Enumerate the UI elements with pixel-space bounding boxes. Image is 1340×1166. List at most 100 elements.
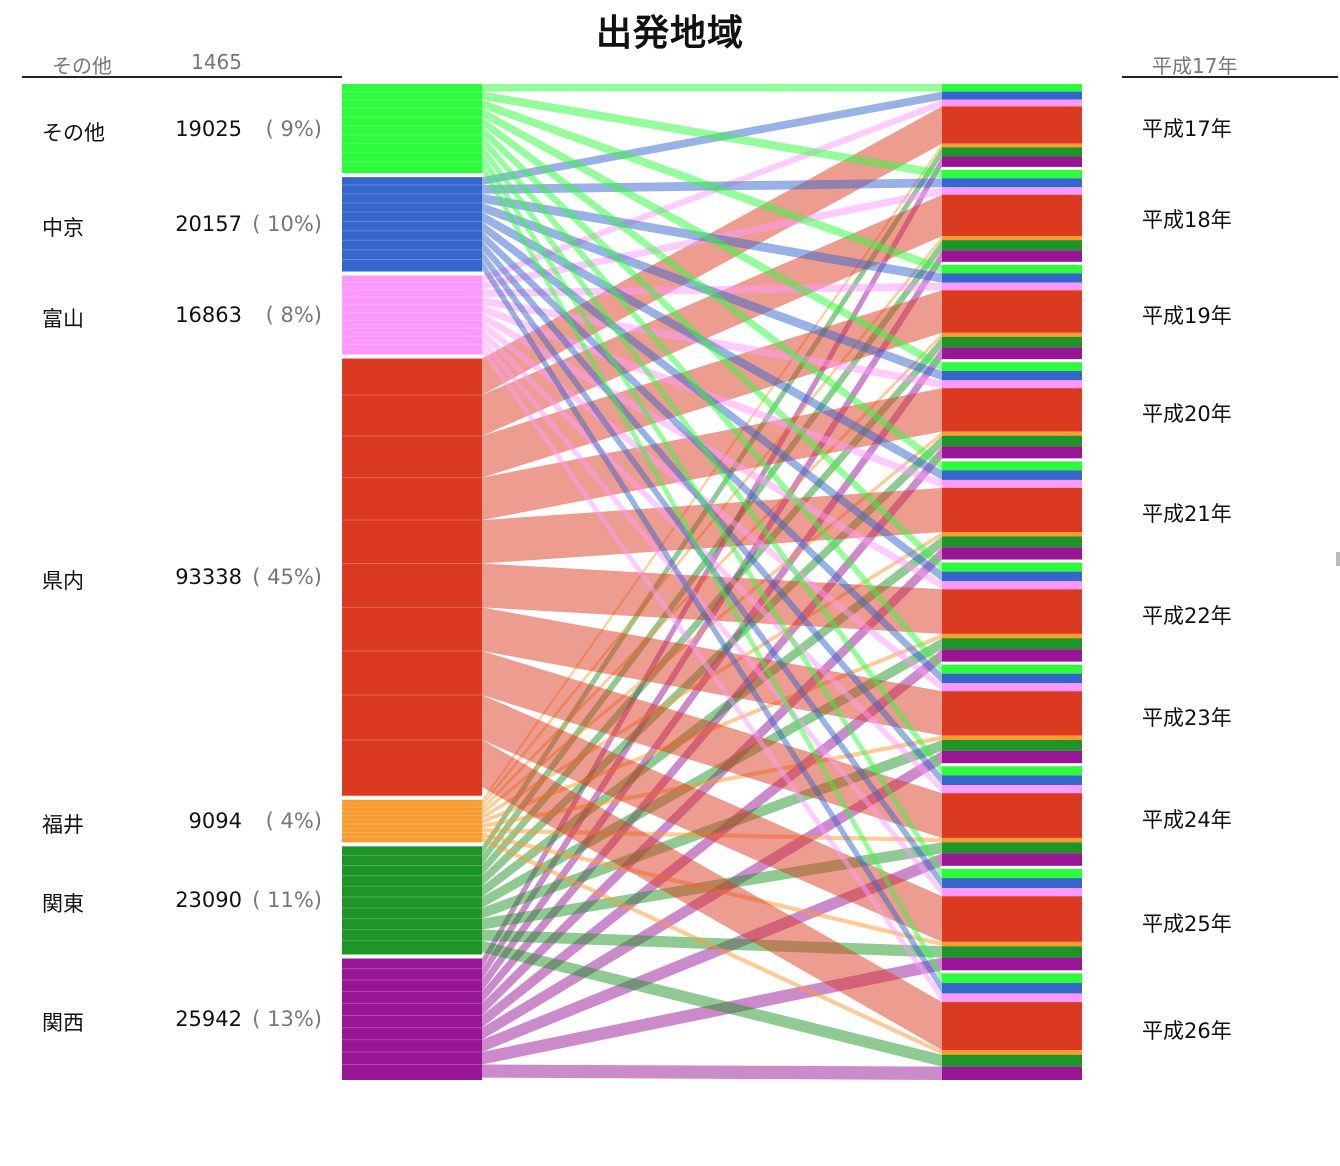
target-node-segment [942,946,1082,958]
target-node-segment [942,941,1082,947]
target-node-segment [942,853,1082,866]
target-node-segment [942,479,1082,488]
target-node-segment [942,837,1082,843]
target-node-segment [942,435,1082,447]
flow-links [482,84,942,1080]
target-node-segment [942,370,1082,381]
flow-link [482,116,942,471]
flow-link [482,143,942,776]
target-node-segment [942,673,1082,684]
source-value: 9094 [188,809,242,834]
target-node-segment [942,388,1082,432]
target-label: 平成25年 [1142,911,1232,936]
target-node-segment [942,633,1082,639]
target-node-segment [942,536,1082,548]
source-label: 関東 [42,892,84,917]
target-node-segment [942,842,1082,854]
target-label: 平成26年 [1142,1018,1232,1043]
target-node-segment [942,273,1082,283]
source-percent: ( 4%) [265,809,322,834]
target-node-segment [942,638,1082,650]
target-node-segment [942,156,1082,167]
target-node-segment [942,147,1082,157]
flow-link [482,125,942,572]
target-node-segment [942,187,1082,195]
target-node-segment [942,887,1082,897]
right-header-label: 平成17年 [1152,54,1238,78]
flow-link [482,259,942,994]
chart-title: 出発地域 [595,13,744,54]
flow-link [482,84,942,92]
target-node-segment [942,993,1082,1003]
flow-link [482,161,942,984]
target-node-segment [942,581,1082,590]
left-header-value: 1465 [191,50,242,74]
target-node-segment [942,775,1082,786]
source-label: 福井 [42,813,84,838]
flow-link [482,940,942,1067]
target-node-segment [942,750,1082,764]
source-node [342,358,482,796]
flow-link [482,487,942,564]
target-node-segment [942,957,1082,971]
target-node-segment [942,793,1082,838]
target-node-segment [942,735,1082,740]
target-node-segment [942,106,1082,144]
target-node-segment [942,1002,1082,1051]
target-node-segment [942,336,1082,348]
source-percent: ( 8%) [265,303,322,328]
source-value: 20157 [175,212,242,237]
target-node-segment [942,380,1082,389]
target-label: 平成19年 [1142,304,1232,328]
flow-link [482,152,942,879]
source-label: 富山 [42,307,84,332]
source-percent: ( 13%) [252,1007,322,1032]
target-node-segment [942,1054,1082,1067]
target-node-segment [942,649,1082,662]
source-percent: ( 45%) [252,565,322,590]
flow-link [482,344,942,1003]
target-node-segment [942,547,1082,560]
source-percent: ( 11%) [252,888,322,913]
target-node-segment [942,362,1082,371]
target-node-segment [942,1066,1082,1080]
target-node-segment [942,169,1082,179]
target-node-segment [942,240,1082,251]
target-node-segment [942,664,1082,674]
flow-link [482,134,942,674]
right-header-rule [1122,76,1338,78]
target-node-segment [942,143,1082,148]
target-label: 平成18年 [1142,207,1232,232]
target-node-segment [942,431,1082,436]
source-value: 23090 [175,888,242,913]
target-node-segment [942,589,1082,634]
target-node-segment [942,446,1082,459]
target-node-segment [942,264,1082,274]
flow-link [482,147,942,856]
flow-link [482,739,942,1051]
target-node-segment [942,896,1082,942]
target-node-segment [942,487,1082,533]
source-percent: ( 9%) [265,116,322,141]
source-node [342,177,482,272]
source-value: 19025 [175,116,242,141]
target-node-segment [942,99,1082,107]
source-label: 関西 [42,1011,84,1036]
target-node-segment [942,878,1082,888]
source-value: 93338 [175,565,242,590]
source-percent: ( 10%) [252,212,322,237]
target-node-segment [942,562,1082,572]
target-node-segment [942,91,1082,100]
target-node-segment [942,973,1082,984]
target-node-segment [942,178,1082,188]
target-node-segment [942,250,1082,262]
flow-link [482,1064,942,1080]
source-node [342,958,482,1080]
target-node-segment [942,1050,1082,1055]
target-node-segment [942,532,1082,537]
left-header-name: その他 [52,54,112,78]
flow-link [482,336,942,897]
target-node-segment [942,347,1082,360]
source-node [342,799,482,843]
target-node-segment [942,194,1082,237]
